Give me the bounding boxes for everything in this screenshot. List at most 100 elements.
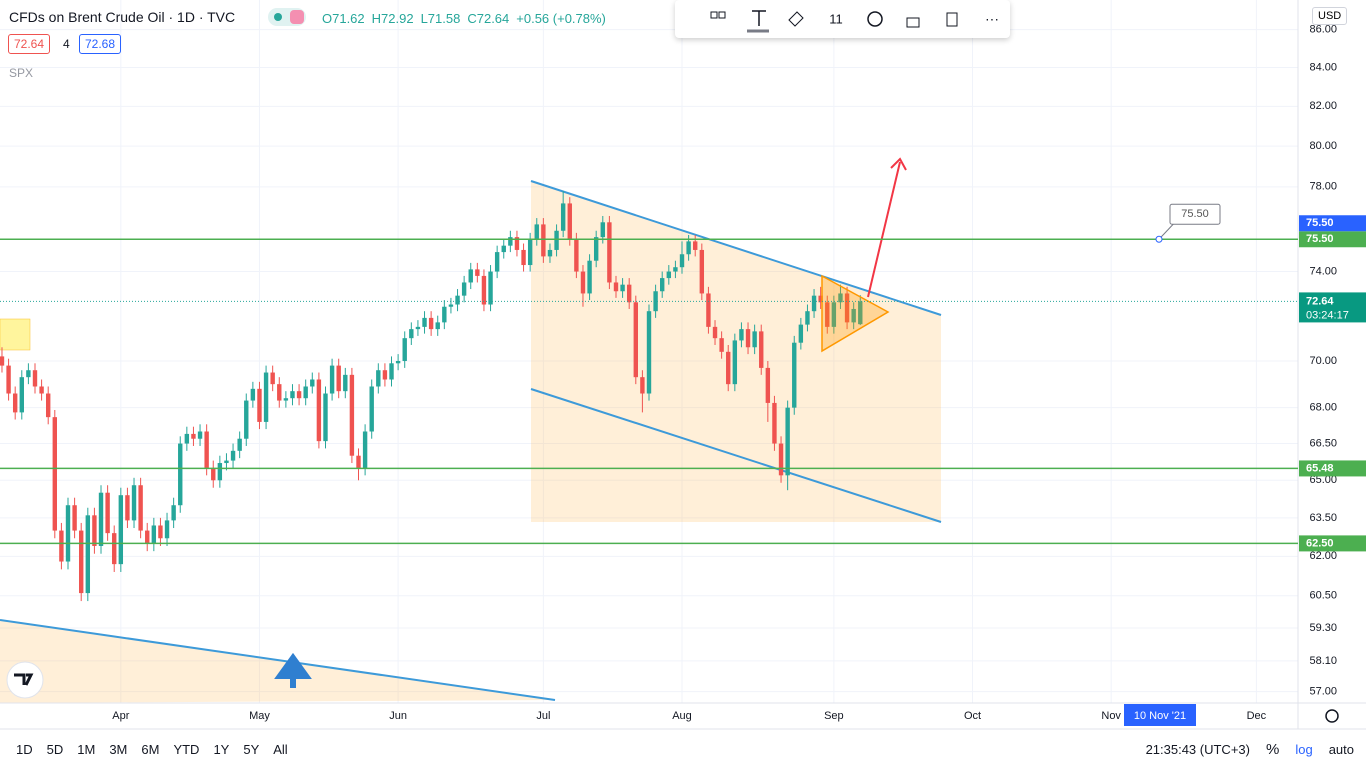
x-tick-label: Jul <box>536 710 550 722</box>
y-tick-label: 80.00 <box>1309 140 1337 152</box>
ohlc-value: C72.64 <box>467 11 510 26</box>
level-label: 65.48 <box>1306 462 1334 474</box>
range-button[interactable]: 1D <box>16 742 33 757</box>
highlight-box <box>0 318 31 351</box>
logo-mark <box>14 673 34 686</box>
callout-anchor <box>1155 235 1163 243</box>
candle-body <box>514 237 520 250</box>
candle-body <box>726 351 731 385</box>
icon-fill[interactable] <box>788 11 804 27</box>
candle-body <box>772 402 777 444</box>
up-arrow <box>274 652 312 688</box>
candle-body <box>105 492 110 534</box>
channel-lower <box>530 388 942 523</box>
triangle <box>821 274 890 353</box>
candle-body <box>838 293 843 303</box>
candle-body <box>257 388 262 422</box>
icon-group <box>718 11 726 19</box>
candle-body <box>567 203 572 240</box>
range-button[interactable]: 3M <box>109 742 128 757</box>
ask[interactable]: 72.68 <box>79 34 122 54</box>
range-buttons: 1D 5D 1M 3M 6M YTD 1Y 5Y All <box>0 742 288 757</box>
candle-body <box>145 530 150 544</box>
candle-body <box>0 356 5 366</box>
icon-more[interactable]: ··· <box>985 11 999 27</box>
icon-delete[interactable] <box>946 12 958 27</box>
ohlc-legend: O71.62 H72.92 L71.58 C72.64 +0.56 (+0.78%) <box>322 11 606 26</box>
callout-axis-badge <box>1299 215 1366 232</box>
last-price-label: 72.64 <box>1306 295 1334 307</box>
status-pill[interactable] <box>268 8 306 26</box>
candle-body <box>442 306 447 323</box>
candle-body <box>118 495 124 565</box>
candle-body <box>633 302 638 378</box>
crosshair-box <box>1124 704 1196 726</box>
ohlc-value: L71.58 <box>420 11 461 26</box>
icon-lock[interactable] <box>906 17 920 28</box>
candle-body <box>448 304 454 307</box>
y-tick-label: 62.00 <box>1309 550 1337 562</box>
candle-body <box>382 370 388 380</box>
candle-body <box>580 271 586 294</box>
x-tick-label: Jun <box>389 710 407 722</box>
range-button[interactable]: 1Y <box>213 742 230 757</box>
candle-body <box>296 391 302 399</box>
auto-toggle[interactable]: auto <box>1328 742 1354 757</box>
candle-body <box>6 365 11 394</box>
range-button[interactable]: 5Y <box>243 742 260 757</box>
candle-body <box>765 367 771 403</box>
currency[interactable]: USD <box>1312 7 1348 25</box>
compare-symbol[interactable]: SPX <box>9 66 34 80</box>
candle-body <box>191 433 196 439</box>
candle-body <box>600 222 605 238</box>
range-button[interactable]: 1M <box>77 742 96 757</box>
y-tick-label: 78.00 <box>1309 181 1337 193</box>
candle-body <box>72 505 77 531</box>
candle-body <box>488 271 493 305</box>
candle-body <box>85 515 91 594</box>
range-button[interactable]: 6M <box>141 742 160 757</box>
candle-body <box>560 203 566 231</box>
candle-body <box>395 360 401 364</box>
font-size[interactable]: 11 <box>829 11 843 26</box>
candle-body <box>541 224 546 257</box>
candle-body <box>785 407 790 476</box>
range-button[interactable]: YTD <box>173 742 200 757</box>
candle-body <box>356 455 361 468</box>
candle-body <box>12 393 18 413</box>
candle-body <box>759 331 764 368</box>
level-badge <box>1299 231 1366 248</box>
icon-text[interactable] <box>752 10 766 26</box>
candle-body <box>626 284 632 303</box>
candle-body <box>125 495 130 521</box>
icon-group[interactable] <box>710 11 718 19</box>
symbol-title[interactable]: CFDs on Brent Crude Oil · 1D · TVC <box>9 9 236 25</box>
candle-body <box>52 417 57 531</box>
log-toggle[interactable]: log <box>1295 742 1313 757</box>
candle-body <box>369 386 374 432</box>
y-tick-label: 58.10 <box>1309 655 1337 667</box>
candle-body <box>468 269 473 283</box>
bid[interactable]: 72.64 <box>8 34 51 54</box>
y-tick-label: 82.00 <box>1309 100 1337 112</box>
y-tick-label: 74.00 <box>1309 265 1337 277</box>
candle-body <box>620 284 625 292</box>
candle-body <box>699 249 705 294</box>
candle-body <box>310 379 315 387</box>
x-tick-label: Nov <box>1101 710 1121 722</box>
crosshair-label: 10 Nov '21 <box>1134 710 1186 722</box>
range-button[interactable]: 5D <box>46 742 64 757</box>
candle-body <box>778 443 784 476</box>
candle-body <box>237 438 242 451</box>
icon-settings[interactable] <box>867 11 883 27</box>
range-button[interactable]: All <box>273 742 288 757</box>
candle-body <box>277 384 282 401</box>
candle-body <box>527 239 533 266</box>
arrow-head <box>890 157 907 171</box>
settings-icon[interactable] <box>1325 709 1339 723</box>
percent-toggle[interactable]: % <box>1265 741 1280 758</box>
candle-body <box>26 370 31 378</box>
candle-body <box>831 302 837 327</box>
candle-body <box>197 431 203 439</box>
